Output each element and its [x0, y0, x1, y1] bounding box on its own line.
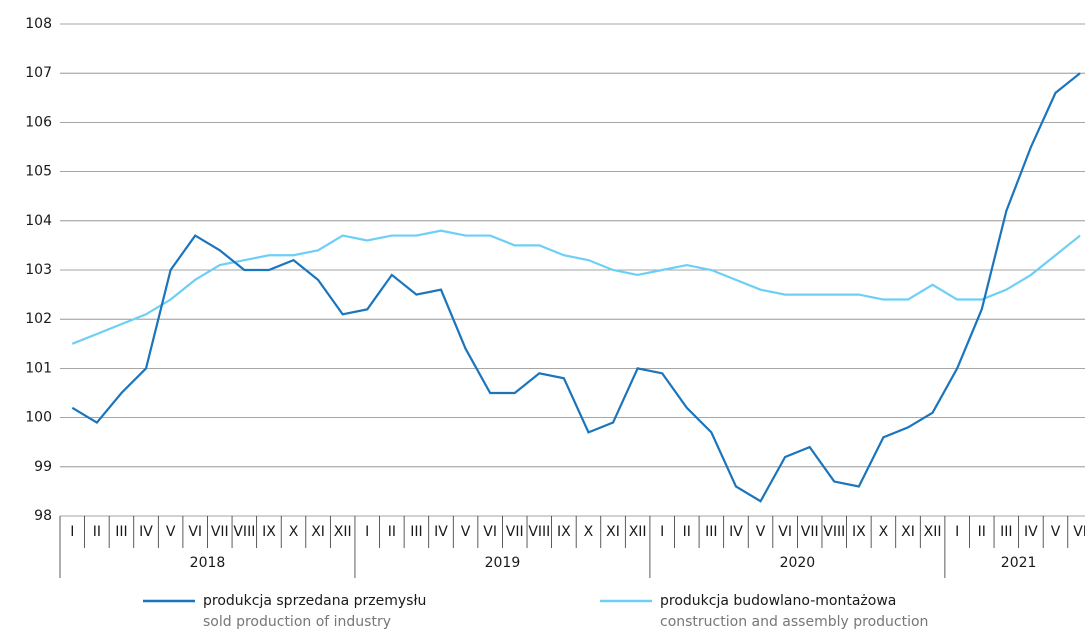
legend-sublabel: sold production of industry: [203, 614, 391, 630]
y-tick-label: 103: [25, 262, 52, 278]
year-label: 2019: [485, 555, 521, 571]
x-tick-label: III: [1000, 524, 1012, 540]
x-tick-label: XI: [606, 524, 620, 540]
legend-label: produkcja budowlano-montażowa: [660, 593, 896, 609]
y-tick-label: 108: [25, 16, 52, 32]
year-label: 2021: [1001, 555, 1037, 571]
x-tick-label: I: [365, 524, 369, 540]
x-tick-label: VI: [188, 524, 202, 540]
x-tick-label: I: [660, 524, 664, 540]
legend-label: produkcja sprzedana przemysłu: [203, 593, 426, 609]
x-tick-label: VI: [778, 524, 792, 540]
x-tick-label: VII: [801, 524, 819, 540]
x-tick-label: VI: [1073, 524, 1085, 540]
x-tick-label: IV: [434, 524, 448, 540]
y-tick-label: 107: [25, 65, 52, 81]
x-tick-label: X: [879, 524, 889, 540]
x-tick-label: XI: [901, 524, 915, 540]
x-tick-label: II: [388, 524, 396, 540]
y-tick-label: 104: [25, 213, 52, 229]
x-tick-label: V: [461, 524, 471, 540]
x-tick-label: X: [289, 524, 299, 540]
x-tick-label: I: [955, 524, 959, 540]
x-tick-label: VII: [211, 524, 229, 540]
x-tick-label: XII: [629, 524, 647, 540]
x-tick-label: VI: [483, 524, 497, 540]
x-tick-label: XI: [311, 524, 325, 540]
x-tick-label: II: [93, 524, 101, 540]
y-tick-label: 102: [25, 311, 52, 327]
x-tick-label: III: [705, 524, 717, 540]
x-tick-label: IV: [1024, 524, 1038, 540]
x-tick-label: IX: [852, 524, 866, 540]
year-label: 2018: [190, 555, 226, 571]
x-tick-label: IX: [557, 524, 571, 540]
x-tick-label: X: [584, 524, 594, 540]
y-tick-label: 98: [34, 508, 52, 524]
y-tick-label: 101: [25, 360, 52, 376]
legend-sublabel: construction and assembly production: [660, 614, 928, 630]
x-tick-label: IX: [262, 524, 276, 540]
y-tick-label: 106: [25, 114, 52, 130]
x-tick-label: V: [166, 524, 176, 540]
x-tick-label: III: [410, 524, 422, 540]
x-tick-label: XII: [924, 524, 942, 540]
x-tick-label: V: [1051, 524, 1061, 540]
x-tick-label: VIII: [823, 524, 845, 540]
x-tick-label: VIII: [233, 524, 255, 540]
x-tick-label: XII: [334, 524, 352, 540]
x-tick-label: VII: [506, 524, 524, 540]
x-tick-label: IV: [139, 524, 153, 540]
x-tick-label: III: [115, 524, 127, 540]
x-tick-label: I: [70, 524, 74, 540]
x-tick-label: VIII: [528, 524, 550, 540]
x-tick-label: II: [683, 524, 691, 540]
y-tick-label: 100: [25, 410, 52, 426]
series-line: [71, 229, 1081, 345]
series-line: [71, 72, 1081, 503]
x-tick-label: II: [978, 524, 986, 540]
year-label: 2020: [780, 555, 816, 571]
y-tick-label: 105: [25, 164, 52, 180]
x-tick-label: V: [756, 524, 766, 540]
x-tick-label: IV: [729, 524, 743, 540]
y-tick-label: 99: [34, 459, 52, 475]
